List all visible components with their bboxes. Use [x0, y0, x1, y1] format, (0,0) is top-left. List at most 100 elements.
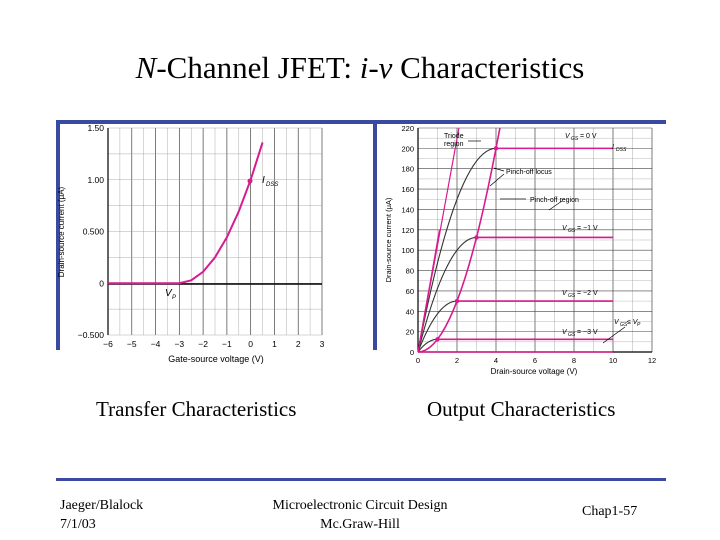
output-y-tick: 60 [406, 287, 414, 296]
locus-arrow-2 [489, 173, 505, 187]
transfer-x-tick: −3 [174, 339, 184, 349]
left-accent-bar [56, 124, 60, 350]
transfer-curve [108, 142, 264, 285]
output-y-tick-labels: 0 20 40 60 80 100 120 140 160 180 200 220 [401, 124, 414, 357]
svg-text:GS: GS [620, 322, 628, 328]
output-curve [417, 236, 613, 353]
output-y-tick: 180 [401, 165, 414, 174]
svg-text:V: V [614, 319, 620, 326]
svg-text:≤ V: ≤ V [627, 319, 639, 326]
slide-title: N-Channel JFET: i-v Characteristics [135, 50, 585, 85]
callout-arrows [468, 140, 626, 344]
transfer-y-axis-label: Drain-source current (μA) [57, 186, 66, 277]
vgs-2-label: V GS = −2 V [562, 290, 598, 299]
output-x-tick: 10 [609, 356, 617, 365]
transfer-y-tick: −0.500 [78, 330, 105, 340]
output-y-tick: 140 [401, 205, 414, 214]
svg-text:GS: GS [568, 293, 576, 299]
vp-label-v: V [165, 288, 173, 299]
svg-text:GS: GS [571, 136, 579, 142]
transfer-x-tick: −6 [103, 339, 113, 349]
output-chart: 0 20 40 60 80 100 120 140 160 180 200 220 0 2 4 6 8 10 12… [384, 124, 656, 376]
triode-label-2: region [444, 141, 464, 148]
transfer-x-tick: −1 [222, 339, 232, 349]
svg-text:= −2 V: = −2 V [577, 290, 598, 297]
output-lines [417, 127, 613, 353]
output-y-tick: 0 [410, 348, 414, 357]
footer-author-block: Jaeger/Blalock 7/1/03 [60, 496, 143, 534]
vgs-1-label: V GS = −1 V [562, 225, 598, 234]
vgs-0-label: V GS = 0 V [565, 133, 597, 142]
transfer-y-tick: 1.00 [87, 175, 104, 185]
output-x-axis-label: Drain-source voltage (V) [491, 367, 578, 376]
svg-text:V: V [562, 329, 568, 336]
transfer-x-tick: 2 [296, 339, 301, 349]
output-curve [417, 147, 613, 353]
output-y-axis-label: Drain-source current (μA) [384, 197, 393, 282]
svg-text:V: V [562, 290, 568, 297]
vp-label-sub: P [172, 295, 176, 301]
idss-out-sub: DSS [616, 147, 627, 153]
locus-top [495, 127, 501, 149]
svg-text:GS: GS [568, 228, 576, 234]
svg-text:= −1 V: = −1 V [577, 225, 598, 232]
svg-text:V: V [565, 133, 571, 140]
output-x-tick: 6 [533, 356, 537, 365]
output-y-tick: 220 [401, 124, 414, 133]
middle-accent-bar [373, 124, 377, 350]
title-rule [56, 120, 666, 124]
output-y-tick: 160 [401, 185, 414, 194]
output-y-tick: 200 [401, 144, 414, 153]
transfer-x-axis-label: Gate-source voltage (V) [168, 354, 264, 364]
footer-book-block: Microelectronic Circuit Design Mc.Graw-H… [250, 496, 470, 534]
locus-arrow-1 [493, 167, 505, 172]
transfer-x-tick: −2 [198, 339, 208, 349]
transfer-y-tick: 0.500 [83, 227, 105, 237]
output-y-tick: 80 [406, 267, 414, 276]
transfer-x-tick: 0 [248, 339, 253, 349]
transfer-y-tick: 1.50 [87, 123, 104, 133]
svg-text:P: P [637, 322, 641, 328]
transfer-y-tick: 0 [99, 278, 104, 288]
output-curves [417, 147, 613, 353]
transfer-x-tick-labels: −6 −5 −4 −3 −2 −1 0 1 2 3 [103, 339, 324, 349]
idss-label-i: I [262, 175, 265, 186]
transfer-x-tick: 3 [320, 339, 325, 349]
transfer-y-tick-labels: −0.500 0 0.500 1.00 1.50 [78, 123, 105, 340]
transfer-caption: Transfer Characteristics [96, 397, 297, 421]
output-y-tick: 120 [401, 226, 414, 235]
idss-label-sub: DSS [266, 182, 278, 188]
triode-label-1: Triode [444, 133, 464, 140]
triode-ray [417, 290, 430, 353]
transfer-x-tick: −4 [151, 339, 161, 349]
output-y-tick: 100 [401, 246, 414, 255]
output-x-tick: 4 [494, 356, 498, 365]
pinch-off-locus-label: Pinch-off locus [506, 169, 552, 176]
footer-book: Microelectronic Circuit Design [272, 498, 448, 513]
footer-publisher: Mc.Graw-Hill [320, 517, 400, 532]
transfer-x-tick: −5 [127, 339, 137, 349]
pinchoff-arrow-2 [548, 200, 563, 211]
idss-out-i: I [612, 144, 614, 151]
pinch-off-region-label: Pinch-off region [530, 197, 579, 204]
output-x-tick: 0 [416, 356, 420, 365]
svg-text:GS: GS [568, 332, 576, 338]
pinch-off-locus [417, 148, 497, 353]
footer-date: 7/1/03 [60, 517, 96, 532]
vgs-3-label: V GS = −3 V [562, 329, 598, 338]
output-x-tick: 2 [455, 356, 459, 365]
transfer-x-tick: 1 [272, 339, 277, 349]
svg-text:= −3 V: = −3 V [577, 329, 598, 336]
idss-point [247, 178, 253, 184]
footer-rule [56, 478, 666, 481]
svg-text:V: V [562, 225, 568, 232]
footer-author: Jaeger/Blalock [60, 498, 144, 513]
output-x-tick-labels: 0 2 4 6 8 10 12 [416, 356, 656, 365]
output-curve [417, 338, 613, 353]
output-caption: Output Characteristics [427, 397, 616, 421]
transfer-grid [107, 127, 323, 336]
output-curve [417, 300, 613, 353]
